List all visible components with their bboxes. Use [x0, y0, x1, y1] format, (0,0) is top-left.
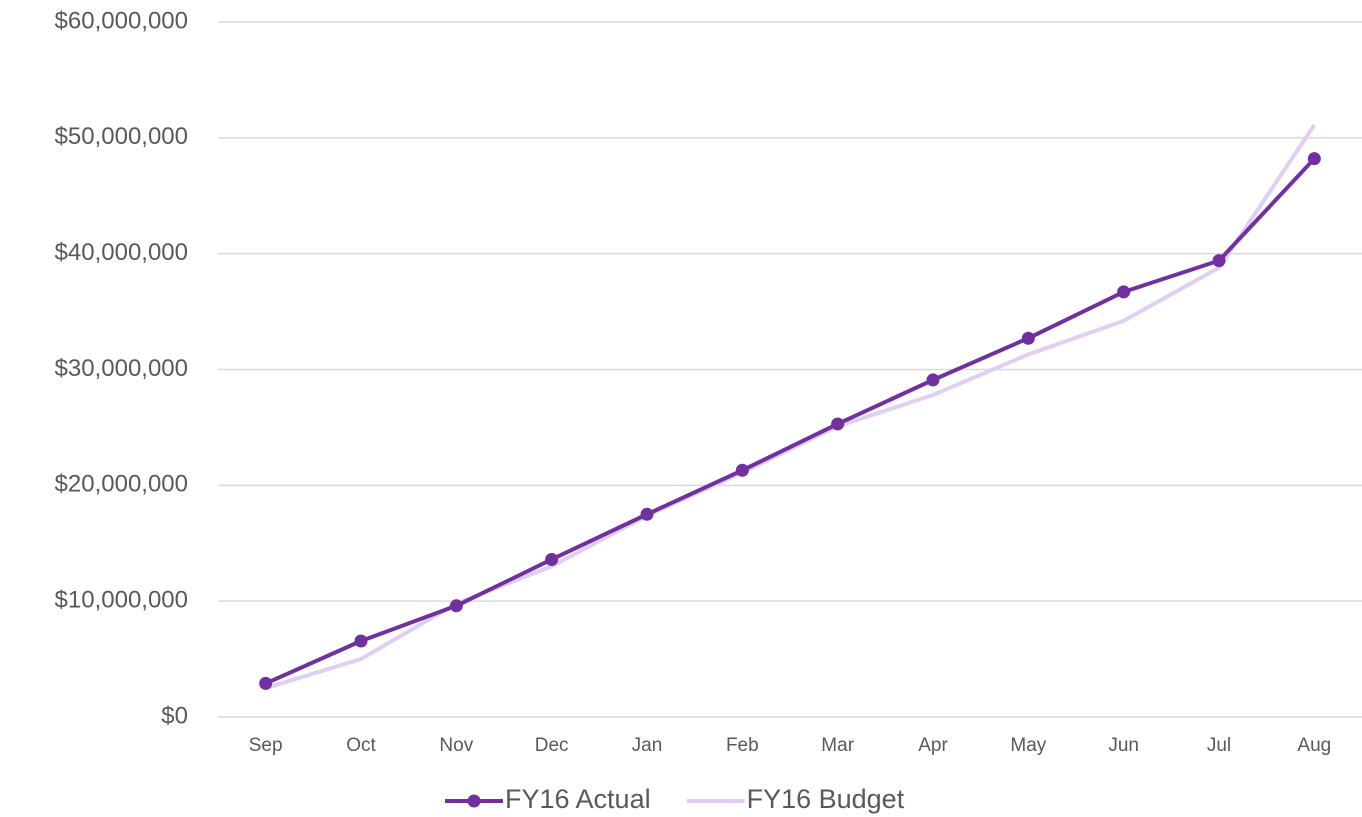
- x-tick-label: Aug: [1297, 735, 1331, 756]
- series-marker: [1117, 285, 1131, 299]
- y-tick-label: $0: [161, 702, 188, 729]
- series-marker: [449, 599, 463, 613]
- y-tick-label: $60,000,000: [55, 7, 188, 34]
- series-marker: [926, 373, 940, 387]
- series-marker: [1021, 331, 1035, 345]
- x-tick-label: Apr: [918, 735, 948, 756]
- series-marker: [259, 676, 273, 690]
- series-marker: [1212, 254, 1226, 268]
- x-tick-label: Jan: [632, 735, 663, 756]
- series-marker: [545, 552, 559, 566]
- series-line: [264, 157, 1316, 686]
- legend-marker: [467, 794, 481, 808]
- x-tick-label: Nov: [439, 735, 473, 756]
- series-marker: [735, 463, 749, 477]
- y-tick-label: $40,000,000: [55, 239, 188, 266]
- y-tick-label: $50,000,000: [55, 123, 188, 150]
- series-marker: [640, 507, 654, 521]
- x-tick-label: May: [1010, 735, 1046, 756]
- series-line: [265, 123, 1316, 690]
- x-tick-label: Sep: [249, 735, 283, 756]
- series-marker: [354, 634, 368, 648]
- series-marker: [1307, 152, 1321, 166]
- x-tick-label: Jul: [1207, 735, 1231, 756]
- y-tick-label: $20,000,000: [55, 471, 188, 498]
- x-tick-label: Oct: [346, 735, 376, 756]
- legend-label: FY16 Budget: [747, 784, 905, 814]
- legend-label: FY16 Actual: [505, 784, 651, 814]
- y-tick-label: $10,000,000: [55, 587, 188, 614]
- series-marker: [831, 417, 845, 431]
- x-tick-label: Mar: [821, 735, 854, 756]
- x-tick-label: Dec: [535, 735, 569, 756]
- x-tick-label: Feb: [726, 735, 759, 756]
- x-tick-label: Jun: [1108, 735, 1139, 756]
- y-tick-label: $30,000,000: [55, 355, 188, 382]
